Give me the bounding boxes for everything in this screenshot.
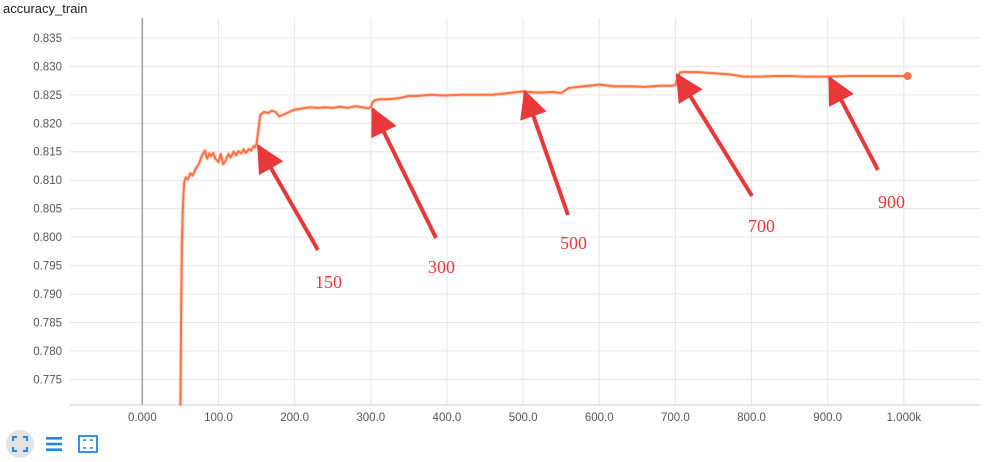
y-tick-label: 0.800 (33, 232, 62, 244)
fit-to-data-icon[interactable] (74, 430, 102, 458)
annotation-arrow (827, 75, 880, 171)
series-shadow-line (178, 70, 908, 406)
y-tick-label: 0.820 (33, 118, 62, 130)
annotation-label: 150 (315, 272, 342, 292)
y-tick-label: 0.775 (33, 374, 62, 386)
annotation-arrow (370, 106, 438, 239)
series-line[interactable] (179, 71, 909, 406)
x-tick-label: 100.0 (204, 412, 233, 424)
x-tick-label: 1.000k (887, 412, 922, 424)
series-layer (178, 70, 912, 406)
chart-title: accuracy_train (3, 1, 88, 16)
annotation-arrow (520, 89, 570, 216)
y-tick-label: 0.785 (33, 317, 62, 329)
x-tick-label: 500.0 (509, 412, 538, 424)
x-tick-label: 200.0 (280, 412, 309, 424)
x-tick-label: 700.0 (661, 412, 690, 424)
x-tick-label: 0.000 (128, 412, 157, 424)
y-tick-label: 0.835 (33, 33, 62, 45)
annotation-label: 300 (428, 257, 455, 277)
y-tick-label: 0.805 (33, 204, 62, 216)
chart-toolbar (6, 430, 102, 458)
annotation-label: 500 (560, 233, 587, 253)
annotation-arrow (256, 143, 320, 251)
x-tick-label: 400.0 (433, 412, 462, 424)
series-end-point[interactable] (903, 72, 912, 81)
annotation-label: 700 (748, 216, 775, 236)
x-tick-label: 900.0 (813, 412, 842, 424)
y-tick-label: 0.780 (33, 346, 62, 358)
y-tick-label: 0.795 (33, 261, 62, 273)
y-tick-label: 0.830 (33, 61, 62, 73)
y-tick-label: 0.810 (33, 175, 62, 187)
toggle-log-icon[interactable] (40, 430, 68, 458)
annotations-layer: 150 300 500 700 900 (256, 72, 905, 292)
axes: 0.000 100.0 200.0 300.0 400.0 500.0 600.0 700.0… (33, 18, 980, 424)
y-tick-label: 0.825 (33, 90, 62, 102)
y-tick-label: 0.815 (33, 147, 62, 159)
annotation-label: 900 (878, 192, 905, 212)
chart-plot[interactable]: 0.000 100.0 200.0 300.0 400.0 500.0 600.0 700.0… (0, 0, 991, 425)
x-tick-label: 300.0 (356, 412, 385, 424)
annotation-arrow (675, 72, 754, 198)
x-tick-label: 600.0 (585, 412, 614, 424)
grid-lines (70, 18, 980, 405)
x-tick-label: 800.0 (737, 412, 766, 424)
y-tick-label: 0.790 (33, 289, 62, 301)
fit-domain-icon[interactable] (6, 430, 34, 458)
